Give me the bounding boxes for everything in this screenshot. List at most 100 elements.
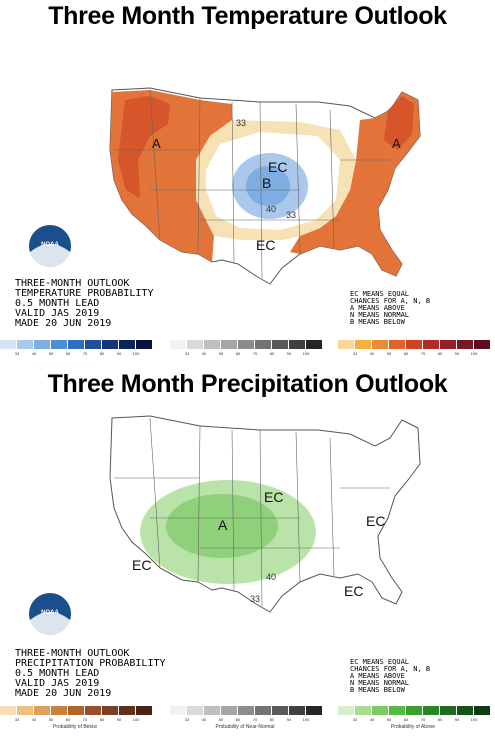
legend-line-1: THREE-MONTH OUTLOOK: [15, 278, 129, 289]
precipitation-bar-normal-swatch: [187, 706, 203, 715]
precipitation-bar-above-tick: 90: [455, 717, 460, 722]
temperature-bar-normal-swatch: [204, 340, 220, 349]
precipitation-bar-below-swatch: [85, 706, 101, 715]
precipitation-bar-normal-swatch: [170, 706, 186, 715]
key-line-4: N MEANS NORMAL: [350, 679, 409, 687]
temperature-bar-above-swatch: [474, 340, 490, 349]
precipitation-key-text: EC MEANS EQUAL CHANCES FOR A, N, B A MEA…: [350, 658, 430, 694]
precipitation-bar-above-swatch: [440, 706, 456, 715]
key-line-1: EC MEANS EQUAL: [350, 658, 409, 666]
temperature-bar-above-tick: 70: [421, 351, 426, 356]
above-region-east-inner: [384, 96, 414, 150]
precipitation-bar-below-swatch: [34, 706, 50, 715]
precipitation-bar-above-swatch: [372, 706, 388, 715]
temperature-bar-above-swatch: [389, 340, 405, 349]
legend-line-5: MADE 20 JUN 2019: [15, 688, 111, 699]
temperature-bar-below-tick: 40: [32, 351, 37, 356]
precipitation-bar-normal-swatch: [221, 706, 237, 715]
temperature-bar-above-swatch: [355, 340, 371, 349]
temperature-bar-normal-tick: 80: [270, 351, 275, 356]
precipitation-bar-normal-tick: 60: [236, 717, 241, 722]
precipitation-bar-normal-swatch: [204, 706, 220, 715]
region-label-ec-south: EC: [344, 583, 363, 599]
temperature-bar-normal-swatch: [306, 340, 322, 349]
precipitation-bar-below-tick: 50: [49, 717, 54, 722]
temperature-bar-above-tick: 80: [438, 351, 443, 356]
temperature-bar-below-tick: 60: [66, 351, 71, 356]
precipitation-bar-normal-swatch: [255, 706, 271, 715]
key-line-1: EC MEANS EQUAL: [350, 290, 409, 298]
temperature-bar-above-swatch: [423, 340, 439, 349]
precipitation-bar-below-swatch: [136, 706, 152, 715]
precipitation-bar-above-swatch: [423, 706, 439, 715]
temperature-bar-above-tick: 40: [370, 351, 375, 356]
precipitation-bar-above-tick: 100: [471, 717, 478, 722]
temperature-legend-text: THREE-MONTH OUTLOOK TEMPERATURE PROBABIL…: [15, 278, 153, 329]
temperature-bar-above-tick: 90: [455, 351, 460, 356]
legend-line-3: 0.5 MONTH LEAD: [15, 298, 99, 309]
precipitation-bar-normal-tick: 90: [287, 717, 292, 722]
legend-line-4: VALID JAS 2019: [15, 678, 99, 689]
region-label-above-ne: A: [392, 136, 401, 151]
temperature-bar-below-swatch: [85, 340, 101, 349]
region-label-above-nw: A: [152, 136, 161, 151]
temperature-color-bars: 33 40 50 60 70 80 90 100 33 40 50 60 70 80 90 100 33 40 50…: [0, 340, 490, 356]
key-line-5: B MEANS BELOW: [350, 686, 406, 694]
temperature-bar-below-tick: 90: [117, 351, 122, 356]
temperature-bar-below-tick: 80: [100, 351, 105, 356]
precipitation-bar-below-swatch: [68, 706, 84, 715]
precipitation-bar-above-swatch: [474, 706, 490, 715]
temperature-bar-below-tick: 33: [15, 351, 20, 356]
precipitation-bar-above-swatch: [355, 706, 371, 715]
precipitation-bar-normal-tick: 50: [219, 717, 224, 722]
precipitation-color-bars: 33 40 50 60 70 80 90 100 Probability of Below 33 4…: [0, 706, 490, 730]
precipitation-bar-below-tick: 60: [66, 717, 71, 722]
precipitation-bar-above-label: Probability of Above: [391, 724, 435, 730]
above-region-west-inner: [118, 96, 170, 198]
precipitation-bar-below-tick: 40: [32, 717, 37, 722]
temperature-bar-normal-tick: 50: [219, 351, 224, 356]
key-line-2: CHANCES FOR A, N, B: [350, 665, 430, 673]
precipitation-bar-above-swatch: [389, 706, 405, 715]
temperature-bar-above-swatch: [440, 340, 456, 349]
temperature-bar-above-swatch: [372, 340, 388, 349]
precipitation-bar-above-tick: 40: [370, 717, 375, 722]
region-label-ec-east: EC: [366, 513, 385, 529]
temperature-bar-below-swatch: [17, 340, 33, 349]
state-boundaries: [114, 417, 390, 607]
temperature-bar-normal-swatch: [187, 340, 203, 349]
legend-line-2: PRECIPITATION PROBABILITY: [15, 658, 166, 669]
temperature-bar-normal-swatch: [272, 340, 288, 349]
precipitation-bar-below-swatch: [102, 706, 118, 715]
precipitation-bar-below-swatch: [51, 706, 67, 715]
temperature-bar-normal-tick: 70: [253, 351, 258, 356]
contour-label-40: 40: [266, 572, 276, 582]
temperature-bar-normal-tick: 33: [185, 351, 190, 356]
precipitation-bar-above-tick: 50: [387, 717, 392, 722]
precipitation-bar-above-swatch: [457, 706, 473, 715]
precipitation-bar-normal-swatch: [238, 706, 254, 715]
temperature-bar-normal-tick: 60: [236, 351, 241, 356]
precipitation-bar-above-tick: 33: [353, 717, 358, 722]
contour-label-33: 33: [250, 594, 260, 604]
noaa-logo-text: NOAA: [41, 242, 59, 248]
region-label-below: B: [262, 175, 271, 191]
temperature-bar-above-swatch: [338, 340, 354, 349]
precipitation-bar-normal-tick: 100: [303, 717, 310, 722]
temperature-bar-below-tick: 50: [49, 351, 54, 356]
temperature-bar-below-swatch: [136, 340, 152, 349]
legend-line-5: MADE 20 JUN 2019: [15, 318, 111, 329]
noaa-logo-text: NOAA: [41, 610, 59, 616]
key-line-3: A MEANS ABOVE: [350, 672, 405, 680]
contour-label-40: 40: [266, 204, 276, 214]
precipitation-bar-above-swatch: [338, 706, 354, 715]
temperature-bar-below-swatch: [51, 340, 67, 349]
key-line-5: B MEANS BELOW: [350, 318, 406, 326]
precipitation-bar-below-label: Probability of Below: [53, 724, 97, 730]
temperature-bar-above-swatch: [457, 340, 473, 349]
noaa-logo: NOAA: [27, 591, 73, 637]
temperature-bar-above-tick: 50: [387, 351, 392, 356]
precipitation-bar-normal-tick: 33: [185, 717, 190, 722]
precipitation-legend-text: THREE-MONTH OUTLOOK PRECIPITATION PROBAB…: [15, 648, 166, 699]
legend-line-3: 0.5 MONTH LEAD: [15, 668, 99, 679]
